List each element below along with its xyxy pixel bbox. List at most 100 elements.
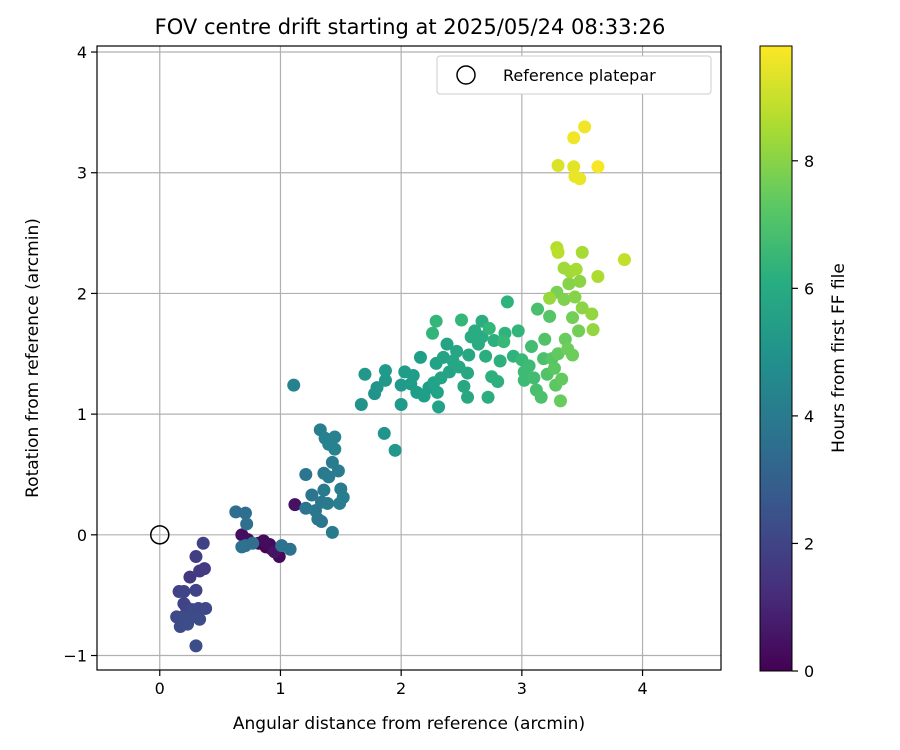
- x-axis-ticks: 0 1 2 3 4: [155, 670, 648, 698]
- legend-entry-reference: Reference platepar: [503, 66, 656, 85]
- data-point: [487, 333, 501, 347]
- x-tick-label: 3: [517, 679, 527, 698]
- data-point: [566, 348, 580, 362]
- data-point: [193, 612, 207, 626]
- data-point: [240, 517, 254, 531]
- data-point: [575, 301, 589, 315]
- y-tick-label: −1: [63, 647, 87, 666]
- data-point: [534, 390, 548, 404]
- data-point: [432, 400, 446, 414]
- data-point: [450, 344, 464, 358]
- data-point: [354, 397, 368, 411]
- data-point: [317, 483, 331, 497]
- y-tick-label: 3: [77, 164, 87, 183]
- data-point: [551, 158, 565, 172]
- data-point: [287, 378, 301, 392]
- y-tick-label: 4: [77, 43, 87, 62]
- data-point: [181, 617, 195, 631]
- data-point: [314, 515, 328, 529]
- x-tick-label: 4: [637, 679, 647, 698]
- data-point: [358, 367, 372, 381]
- data-point: [370, 381, 384, 395]
- data-point: [461, 366, 475, 380]
- data-point: [573, 274, 587, 288]
- data-point: [557, 292, 571, 306]
- x-axis-label: Angular distance from reference (arcmin): [233, 714, 585, 734]
- data-point: [585, 307, 599, 321]
- data-point: [551, 347, 565, 361]
- data-point: [333, 496, 347, 510]
- data-point: [491, 375, 505, 389]
- data-point: [189, 639, 203, 653]
- scatter-points: [170, 120, 631, 653]
- data-point: [522, 359, 536, 373]
- colorbar-tick-label: 4: [804, 407, 814, 426]
- data-point: [305, 488, 319, 502]
- data-point: [500, 295, 514, 309]
- data-point: [455, 313, 469, 327]
- data-point: [322, 470, 336, 484]
- data-point: [568, 290, 582, 304]
- data-point: [461, 390, 475, 404]
- y-tick-label: 0: [77, 526, 87, 545]
- colorbar-tick-label: 8: [804, 152, 814, 171]
- data-point: [177, 585, 191, 599]
- data-point: [388, 443, 402, 457]
- data-point: [547, 361, 561, 375]
- x-tick-label: 0: [155, 679, 165, 698]
- y-tick-label: 1: [77, 405, 87, 424]
- data-point: [497, 335, 511, 349]
- plot-frame: [96, 45, 722, 671]
- colorbar-ticks: 0 2 4 6 8: [792, 152, 814, 681]
- data-point: [562, 277, 576, 291]
- reference-platepar-marker: [150, 525, 170, 545]
- colorbar-label: Hours from first FF file: [829, 263, 849, 453]
- data-point: [238, 506, 252, 520]
- data-point: [189, 583, 203, 597]
- data-point: [575, 245, 589, 259]
- grid-lines: [97, 46, 721, 670]
- data-point: [493, 354, 507, 368]
- colorbar-tick-label: 2: [804, 534, 814, 553]
- data-point: [531, 302, 545, 316]
- data-point: [578, 120, 592, 134]
- data-point: [527, 371, 541, 385]
- data-point: [328, 442, 342, 456]
- y-tick-label: 2: [77, 284, 87, 303]
- colorbar-tick-label: 6: [804, 279, 814, 298]
- data-point: [479, 349, 493, 363]
- data-point: [189, 550, 203, 564]
- data-point: [406, 369, 420, 383]
- data-point: [617, 253, 631, 267]
- data-point: [257, 534, 271, 548]
- data-point: [511, 324, 525, 338]
- data-point: [569, 262, 583, 276]
- data-point: [475, 330, 489, 344]
- x-tick-label: 1: [275, 679, 285, 698]
- legend: Reference platepar: [436, 55, 712, 95]
- data-point: [197, 562, 211, 576]
- data-point: [426, 326, 440, 340]
- legend-box: [436, 55, 712, 95]
- data-point: [543, 291, 557, 305]
- data-point: [553, 394, 567, 408]
- data-point: [331, 464, 345, 478]
- data-point: [572, 324, 586, 338]
- data-point: [394, 397, 408, 411]
- data-point: [275, 539, 289, 553]
- data-point: [567, 160, 581, 174]
- data-point: [199, 601, 213, 615]
- data-point: [442, 365, 456, 379]
- data-point: [586, 323, 600, 337]
- data-point: [591, 270, 605, 284]
- data-point: [394, 378, 408, 392]
- y-axis-label: Rotation from reference (arcmin): [23, 218, 43, 498]
- data-point: [482, 321, 496, 335]
- legend-marker: [456, 65, 476, 85]
- data-point: [551, 245, 565, 259]
- data-point: [288, 498, 302, 512]
- data-point: [543, 309, 557, 323]
- data-point: [457, 379, 471, 393]
- data-point: [321, 496, 335, 510]
